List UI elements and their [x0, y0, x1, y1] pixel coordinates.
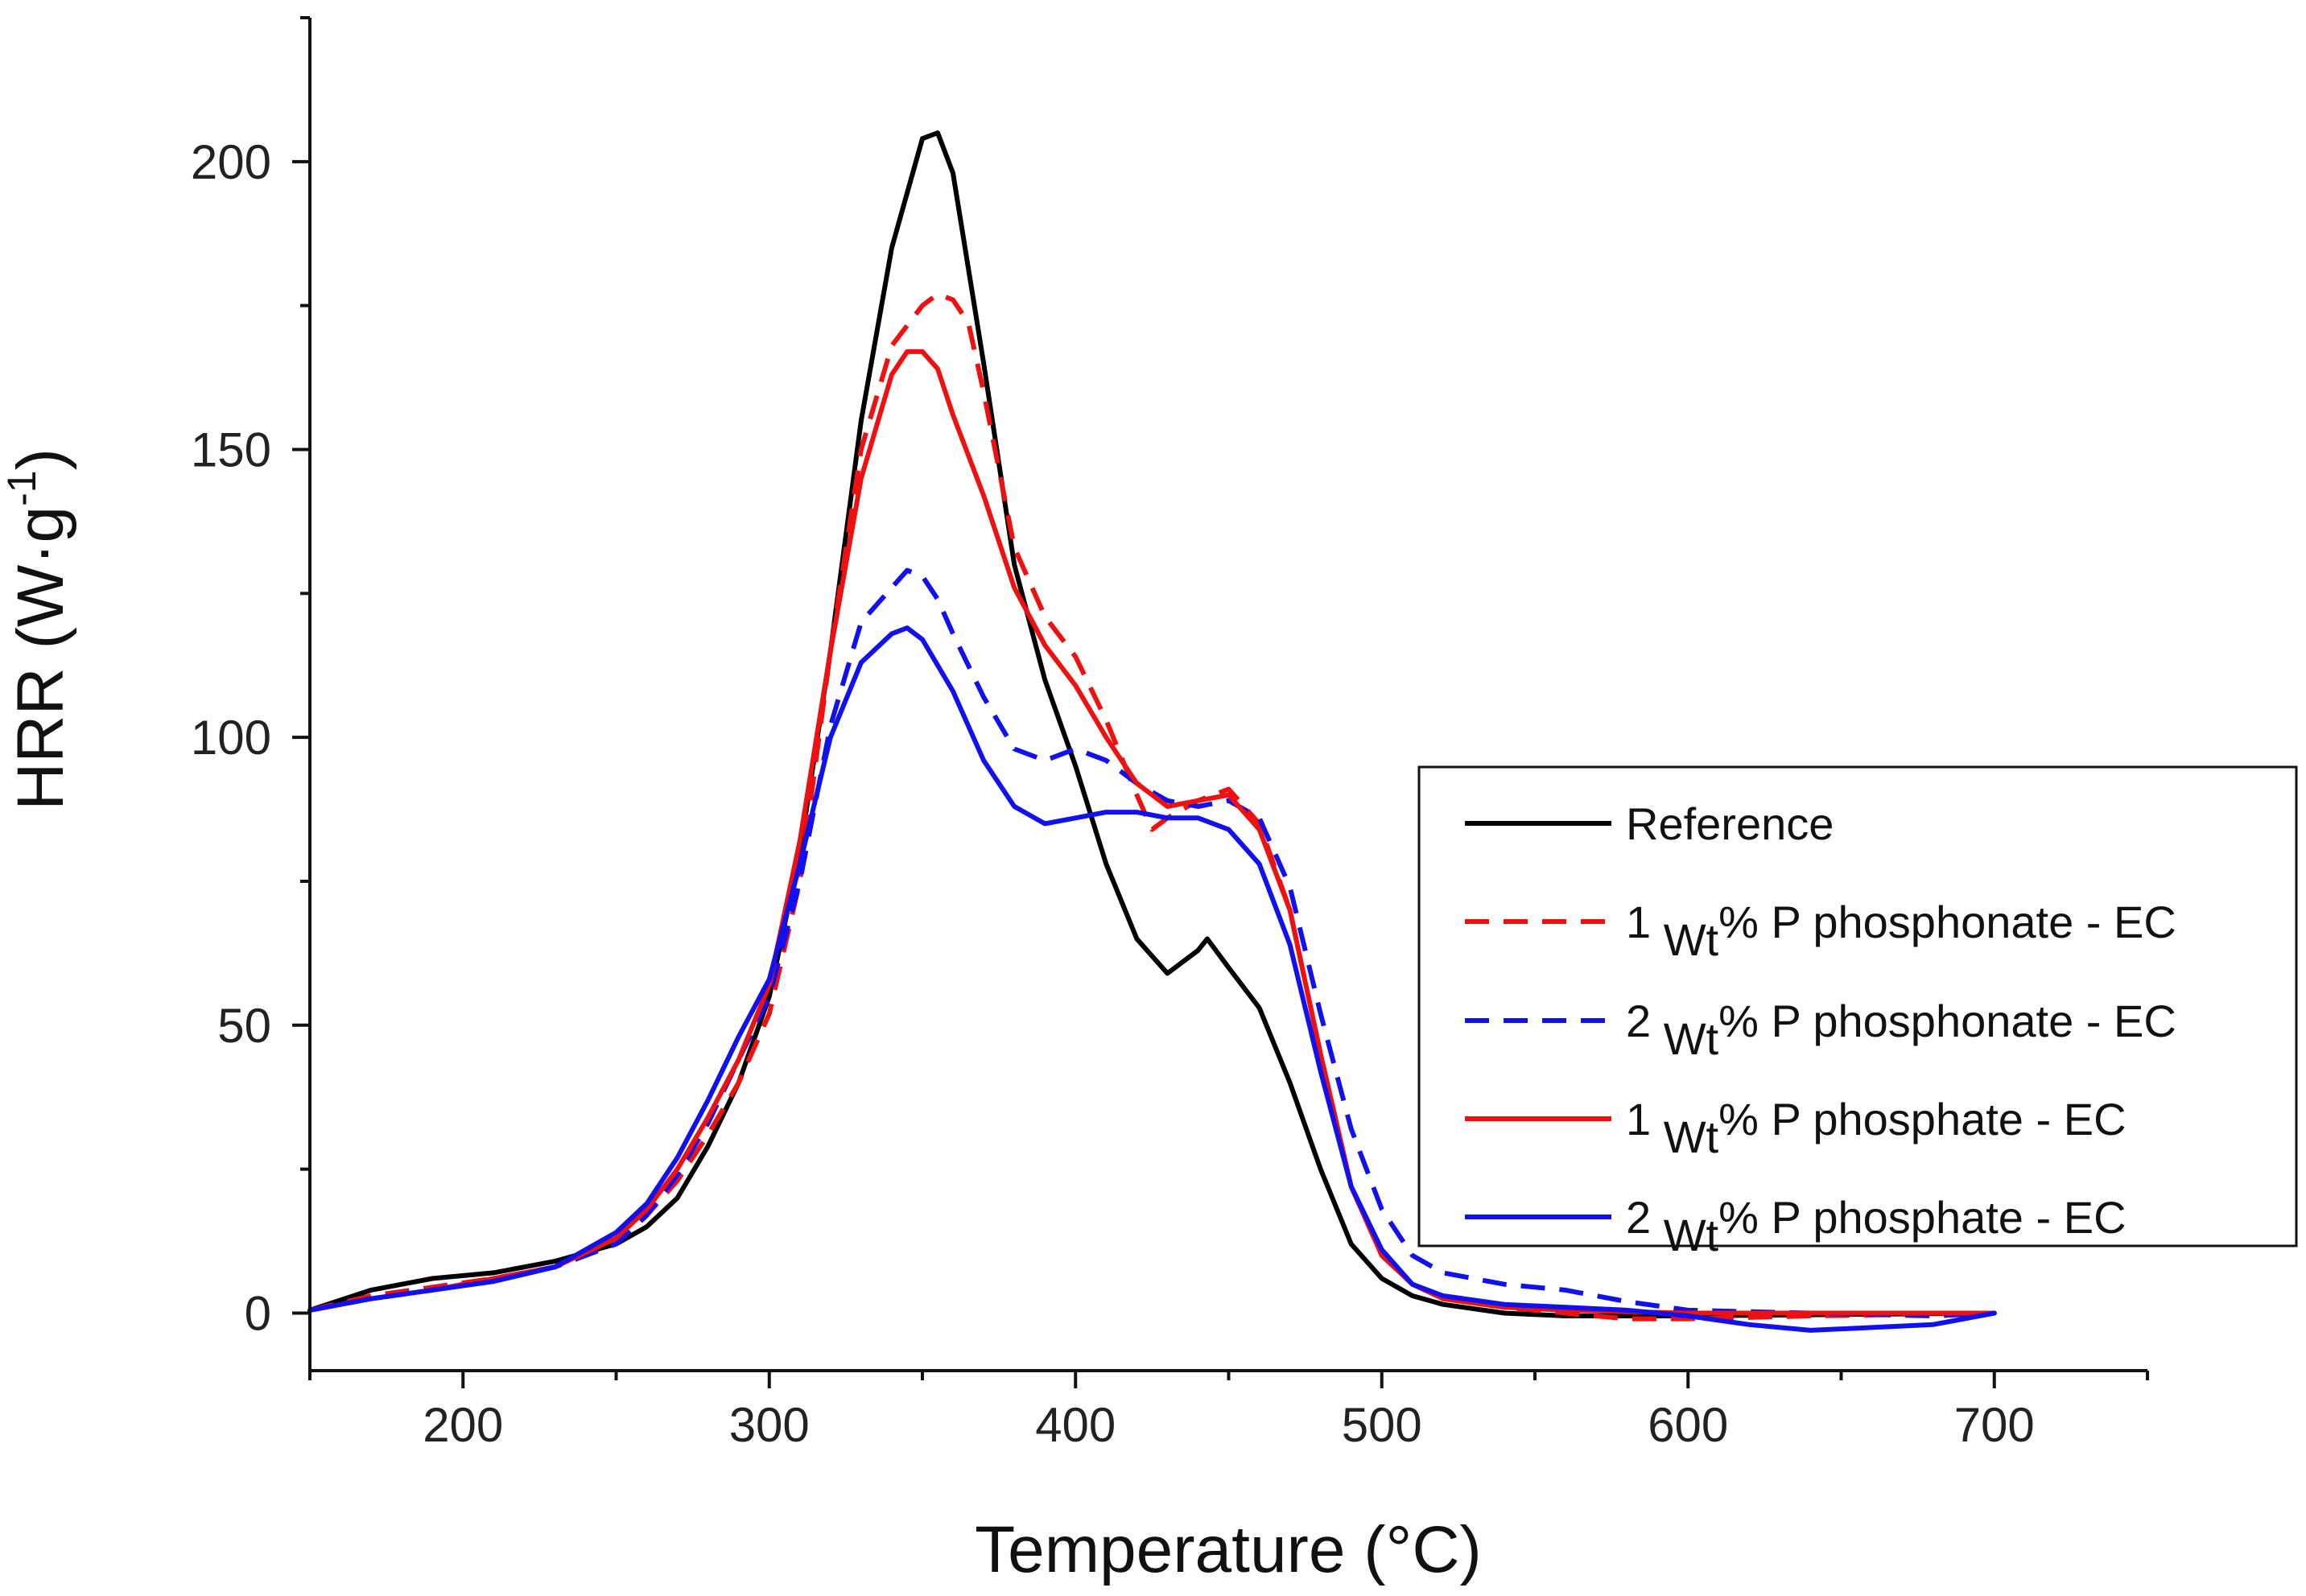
y-axis-title: HRR (W·g-1): [0, 448, 77, 810]
legend-label-2: 1 Wt% P phosphonate - EC: [1626, 897, 2176, 965]
y-tick-label: 0: [245, 1286, 271, 1340]
x-axis-title: Temperature (°C): [975, 1513, 1482, 1586]
legend-label-5: 2 Wt% P phosphate - EC: [1626, 1192, 2127, 1260]
y-axis-title-exponent: -1: [0, 470, 44, 505]
legend-label-3: 2 Wt% P phosphonate - EC: [1626, 996, 2176, 1064]
y-tick-label: 50: [217, 999, 271, 1053]
legend-label-1: Reference: [1626, 798, 1834, 849]
series-line-3: [309, 567, 1995, 1318]
y-tick-label: 150: [191, 423, 271, 476]
x-tick-label: 700: [1954, 1398, 2035, 1452]
x-tick-label: 400: [1035, 1398, 1116, 1452]
x-tick-label: 200: [423, 1398, 503, 1452]
series-line-1: [307, 130, 1997, 1318]
y-tick-label: 100: [191, 711, 271, 765]
y-tick-label: 200: [191, 135, 271, 189]
legend-label-4: 1 Wt% P phosphate - EC: [1626, 1094, 2127, 1162]
ticks-layer: 200 300 400 500 600 700 0 50 100 150 200: [191, 16, 2149, 1452]
y-axis-title-main: HRR (W·g: [4, 506, 77, 810]
series-layer: [307, 130, 1997, 1333]
legend: Reference 1 Wt% P phosphonate - EC 2 Wt% P…: [1417, 765, 2298, 1260]
series-line-5: [307, 625, 1997, 1333]
y-axis-title-close: ): [4, 448, 77, 470]
x-tick-label: 300: [729, 1398, 810, 1452]
legend-box: [1417, 765, 2298, 1248]
x-tick-label: 600: [1648, 1398, 1728, 1452]
x-tick-label: 500: [1342, 1398, 1422, 1452]
